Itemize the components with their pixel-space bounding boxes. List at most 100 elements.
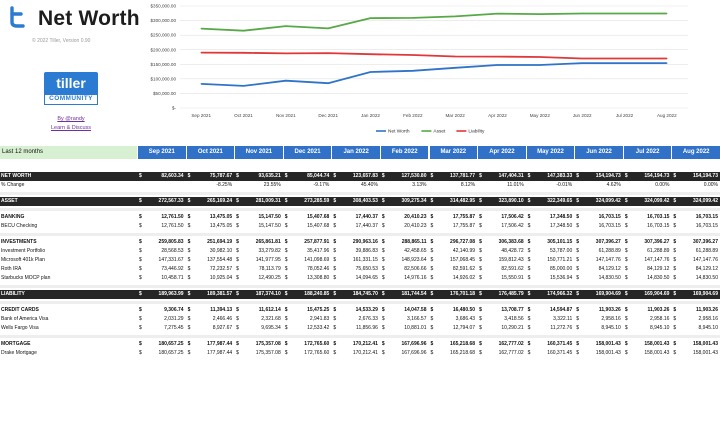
currency-symbol: $ [479,316,482,322]
currency-symbol: $ [187,248,191,254]
table-cell: $147,331.67 [139,257,184,263]
series-line-asset [201,12,667,32]
month-header: Nov 2021 [234,146,283,159]
data-point [412,70,414,72]
currency-symbol: $ [576,316,580,322]
tiller-community-logo[interactable]: tiller COMMUNITY [44,72,98,108]
period-selector[interactable]: Last 12 months [0,146,137,159]
currency-symbol: $ [673,275,677,281]
currency-symbol: $ [527,248,531,254]
currency-symbol: $ [576,291,580,297]
table-cell: $82,506.66 [381,266,427,272]
row-separator [0,233,720,236]
currency-symbol: $ [624,173,628,179]
table-cell: $158,001.43 [624,341,670,347]
brand-header: Net Worth [6,4,146,34]
table-cell: $61,288.89 [624,248,670,254]
table-cell: $177,987.44 [187,350,233,356]
table-cell: -9.17% [313,182,330,188]
currency-symbol: $ [236,266,239,272]
table-cell: $15,536.94 [527,275,573,281]
x-tick-label: May 2022 [530,113,551,118]
data-point [581,57,583,60]
table-cell: $75,787.67 [187,173,233,179]
table-cell: $324,099.42 [673,198,718,204]
table-cell: $288,865.11 [381,239,427,245]
currency-symbol: $ [673,198,677,204]
currency-symbol: $ [430,275,434,281]
currency-symbol: $ [430,223,434,229]
currency-symbol: $ [527,350,531,356]
x-tick-label: Sep 2021 [191,113,211,118]
table-cell: $160,371.45 [527,350,573,356]
learn-discuss-link[interactable]: Learn & Discuss [50,125,92,131]
currency-symbol: $ [479,325,482,331]
currency-symbol: $ [236,325,239,331]
currency-symbol: $ [527,223,531,229]
currency-symbol: $ [139,257,142,263]
table-cell: $10,881.01 [381,325,427,331]
table-cell: $160,371.45 [527,341,573,347]
table-cell: $167,696.96 [381,341,427,347]
currency-symbol: $ [527,275,531,281]
data-point [496,13,499,15]
table-cell: $16,703.15 [624,214,670,220]
currency-symbol: $ [673,341,677,347]
row-label: LIABILITY [1,291,25,297]
table-cell: $123,657.83 [333,173,378,179]
table-cell: $257,877.91 [284,239,330,245]
currency-symbol: $ [479,341,482,347]
row-label: NET WORTH [1,173,32,179]
currency-symbol: $ [430,316,434,322]
currency-symbol: $ [576,266,580,272]
table-cell: $11,903.26 [576,307,621,313]
y-tick-label: $50,000.00 [153,91,176,96]
table-cell: $72,232.57 [187,266,233,272]
currency-symbol: $ [479,173,482,179]
currency-symbol: $ [187,198,191,204]
currency-symbol: $ [673,223,677,229]
table-cell: $154,194.73 [673,173,718,179]
table-cell: $189,963.99 [139,291,184,297]
table-cell: $16,703.15 [576,223,621,229]
table-cell: $82,591.62 [479,266,524,272]
table-cell: $16,703.15 [673,223,718,229]
currency-symbol: $ [624,214,628,220]
table-cell: $17,348.50 [527,223,573,229]
currency-symbol: $ [284,341,288,347]
table-cell: $61,288.89 [673,248,718,254]
currency-symbol: $ [236,257,239,263]
table-cell: $2,958.16 [624,316,670,322]
table-cell: $3,418.56 [479,316,524,322]
data-point [454,15,456,17]
table-cell: $305,101.15 [527,239,573,245]
currency-symbol: $ [187,239,191,245]
currency-symbol: $ [333,350,337,356]
currency-symbol: $ [479,248,482,254]
currency-symbol: $ [624,307,628,313]
table-row: NET WORTH $82,603.34 $75,787.67 $93,635.21 $… [0,172,720,181]
currency-symbol: $ [381,239,385,245]
table-cell: $251,694.19 [187,239,233,245]
table-cell: $20,410.23 [381,223,427,229]
table-cell: $170,212.41 [333,350,378,356]
currency-symbol: $ [479,275,482,281]
currency-symbol: $ [139,316,142,322]
legend-label: Net Worth [388,129,410,135]
table-cell: $14,594.87 [527,307,573,313]
currency-symbol: $ [430,325,434,331]
currency-symbol: $ [139,173,142,179]
currency-symbol: $ [624,239,628,245]
table-cell: $158,001.43 [624,350,670,356]
currency-symbol: $ [479,198,482,204]
currency-symbol: $ [479,214,482,220]
author-link[interactable]: By @randy [57,116,85,122]
currency-symbol: $ [333,275,337,281]
table-row: Wells Fargo Visa $7,275.45 $8,927.67 $9,695… [0,324,720,333]
month-header: Aug 2022 [671,146,720,159]
table-cell: $12,533.42 [284,325,330,331]
currency-symbol: $ [673,214,677,220]
table-cell: $9,695.34 [236,325,281,331]
currency-symbol: $ [430,198,434,204]
table-cell: $12,794.07 [430,325,476,331]
